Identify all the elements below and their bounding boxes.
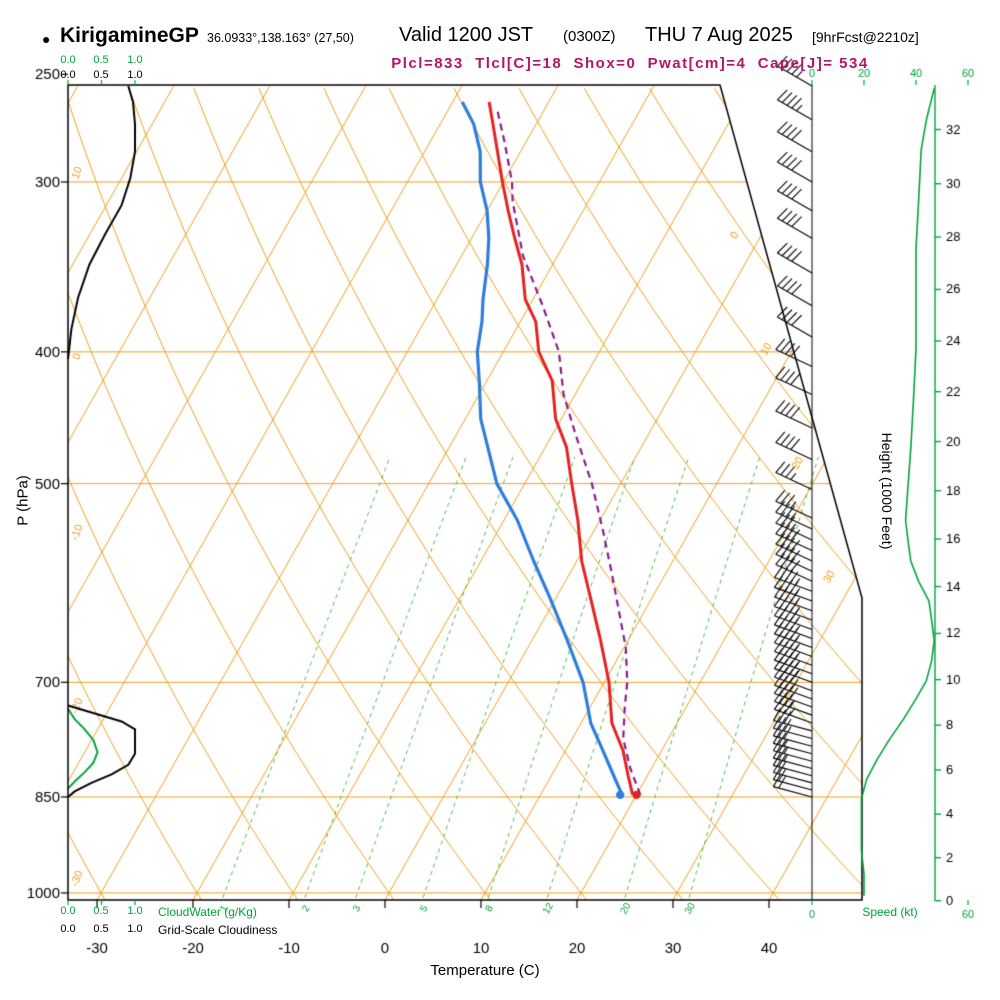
cloudiness-scale-top-0: 0.0	[60, 69, 76, 81]
cloudwater-scale-top-1: 1.0	[127, 54, 143, 66]
cloudiness-scale-top-05: 0.5	[93, 69, 109, 81]
forecast-tag: [9hrFcst@2210z]	[812, 29, 919, 45]
valid-zulu: (0300Z)	[563, 28, 616, 45]
pressure-axis-label: P (hPa)	[14, 475, 32, 526]
cloudwater-scale-top-0: 0.0	[60, 54, 76, 66]
station-bullet-icon: ●	[42, 31, 51, 47]
cloudiness-scale-top-1: 1.0	[127, 69, 143, 81]
temperature-axis-label: Temperature (C)	[430, 962, 540, 979]
valid-date: THU 7 Aug 2025	[645, 24, 793, 46]
stats-line: Plcl=833 Tlcl[C]=18 Shox=0 Pwat[cm]=4 Ca…	[391, 55, 869, 72]
cloudwater-scale-bottom-1: 1.0	[127, 905, 143, 917]
cloudiness-scale-bottom-0: 0.0	[60, 923, 76, 935]
cloudwater-scale-label: CloudWater (g/Kg)	[158, 905, 257, 919]
station-name: KirigamineGP	[60, 24, 199, 47]
cloudiness-scale-bottom-05: 0.5	[93, 923, 109, 935]
cloudiness-scale-bottom-1: 1.0	[127, 923, 143, 935]
valid-time: Valid 1200 JST	[399, 24, 534, 46]
height-axis-label: Height (1000 Feet)	[879, 432, 895, 550]
cloudwater-scale-top-05: 0.5	[93, 54, 109, 66]
cloudiness-scale-label: Grid-Scale Cloudiness	[158, 923, 278, 937]
station-coords: 36.0933°,138.163° (27,50)	[207, 31, 354, 45]
cloudwater-scale-bottom-05: 0.5	[93, 905, 109, 917]
cloudwater-scale-bottom-0: 0.0	[60, 905, 76, 917]
speed-axis-label: Speed (kt)	[862, 905, 918, 919]
